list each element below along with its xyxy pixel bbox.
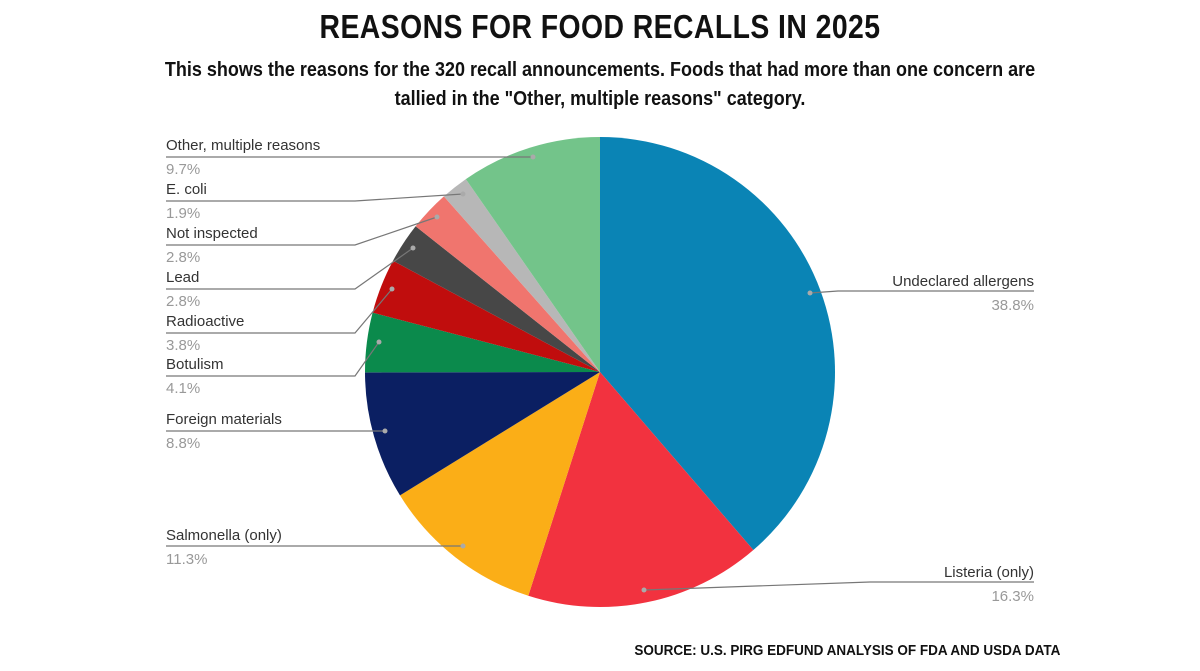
pie-slice-listeria-only <box>528 372 754 607</box>
pie-slice-salmonella-only <box>400 372 600 596</box>
slice-label-not-inspected: Not inspected <box>166 225 258 242</box>
slice-label-foreign-materials: Foreign materials <box>166 411 282 428</box>
pie-slice-botulism <box>365 312 600 373</box>
slice-percent-lead: 2.8% <box>166 293 200 310</box>
slice-label-radioactive: Radioactive <box>166 313 244 330</box>
pie-slice-foreign-materials <box>365 372 600 496</box>
slice-percent-undeclared-allergens: 38.8% <box>991 297 1034 314</box>
leader-dot-not-inspected <box>434 214 440 220</box>
slice-label-lead: Lead <box>166 269 199 286</box>
slice-label-e-coli: E. coli <box>166 181 207 198</box>
leader-line-e-coli <box>166 193 464 202</box>
slice-percent-radioactive: 3.8% <box>166 337 200 354</box>
pie-slice-lead <box>393 226 600 372</box>
slice-percent-salmonella-only: 11.3% <box>166 551 207 568</box>
pie-slice-undeclared-allergens <box>600 137 835 551</box>
chart-title: REASONS FOR FOOD RECALLS IN 2025 <box>319 8 881 45</box>
slice-percent-other-multiple-reasons: 9.7% <box>166 161 200 178</box>
slice-label-botulism: Botulism <box>166 356 224 373</box>
leader-dot-undeclared-allergens <box>807 290 813 296</box>
slice-label-salmonella-only: Salmonella (only) <box>166 527 282 544</box>
leader-line-undeclared-allergens <box>809 290 1034 294</box>
leader-dot-listeria-only <box>641 587 647 593</box>
leader-line-botulism <box>166 341 380 377</box>
leader-dot-lead <box>410 245 416 251</box>
slice-percent-e-coli: 1.9% <box>166 205 200 222</box>
chart-subtitle: This shows the reasons for the 320 recal… <box>164 59 1036 110</box>
slice-percent-botulism: 4.1% <box>166 380 200 397</box>
slice-label-undeclared-allergens: Undeclared allergens <box>892 273 1034 290</box>
pie-slice-other-multiple-reasons <box>465 137 600 372</box>
leader-dot-other-multiple-reasons <box>530 154 536 160</box>
pie-slice-not-inspected <box>415 196 600 372</box>
leader-dot-foreign-materials <box>382 428 388 434</box>
pie-slice-radioactive <box>372 260 600 372</box>
leader-dot-botulism <box>376 339 382 345</box>
source-note: SOURCE: U.S. PIRG EDFUND ANALYSIS OF FDA… <box>633 642 1060 659</box>
leader-line-lead <box>166 247 414 290</box>
leader-dot-e-coli <box>460 191 466 197</box>
slice-percent-listeria-only: 16.3% <box>991 588 1034 605</box>
leader-line-not-inspected <box>166 216 438 246</box>
leader-line-listeria-only <box>643 581 1034 591</box>
leader-dot-salmonella-only <box>460 543 466 549</box>
slice-label-listeria-only: Listeria (only) <box>944 564 1034 581</box>
slice-percent-foreign-materials: 8.8% <box>166 435 200 452</box>
leader-line-radioactive <box>166 288 393 334</box>
pie-slice-e-coli <box>443 179 600 372</box>
leader-dot-radioactive <box>389 286 395 292</box>
slice-label-other-multiple-reasons: Other, multiple reasons <box>166 137 320 154</box>
slice-percent-not-inspected: 2.8% <box>166 249 200 266</box>
